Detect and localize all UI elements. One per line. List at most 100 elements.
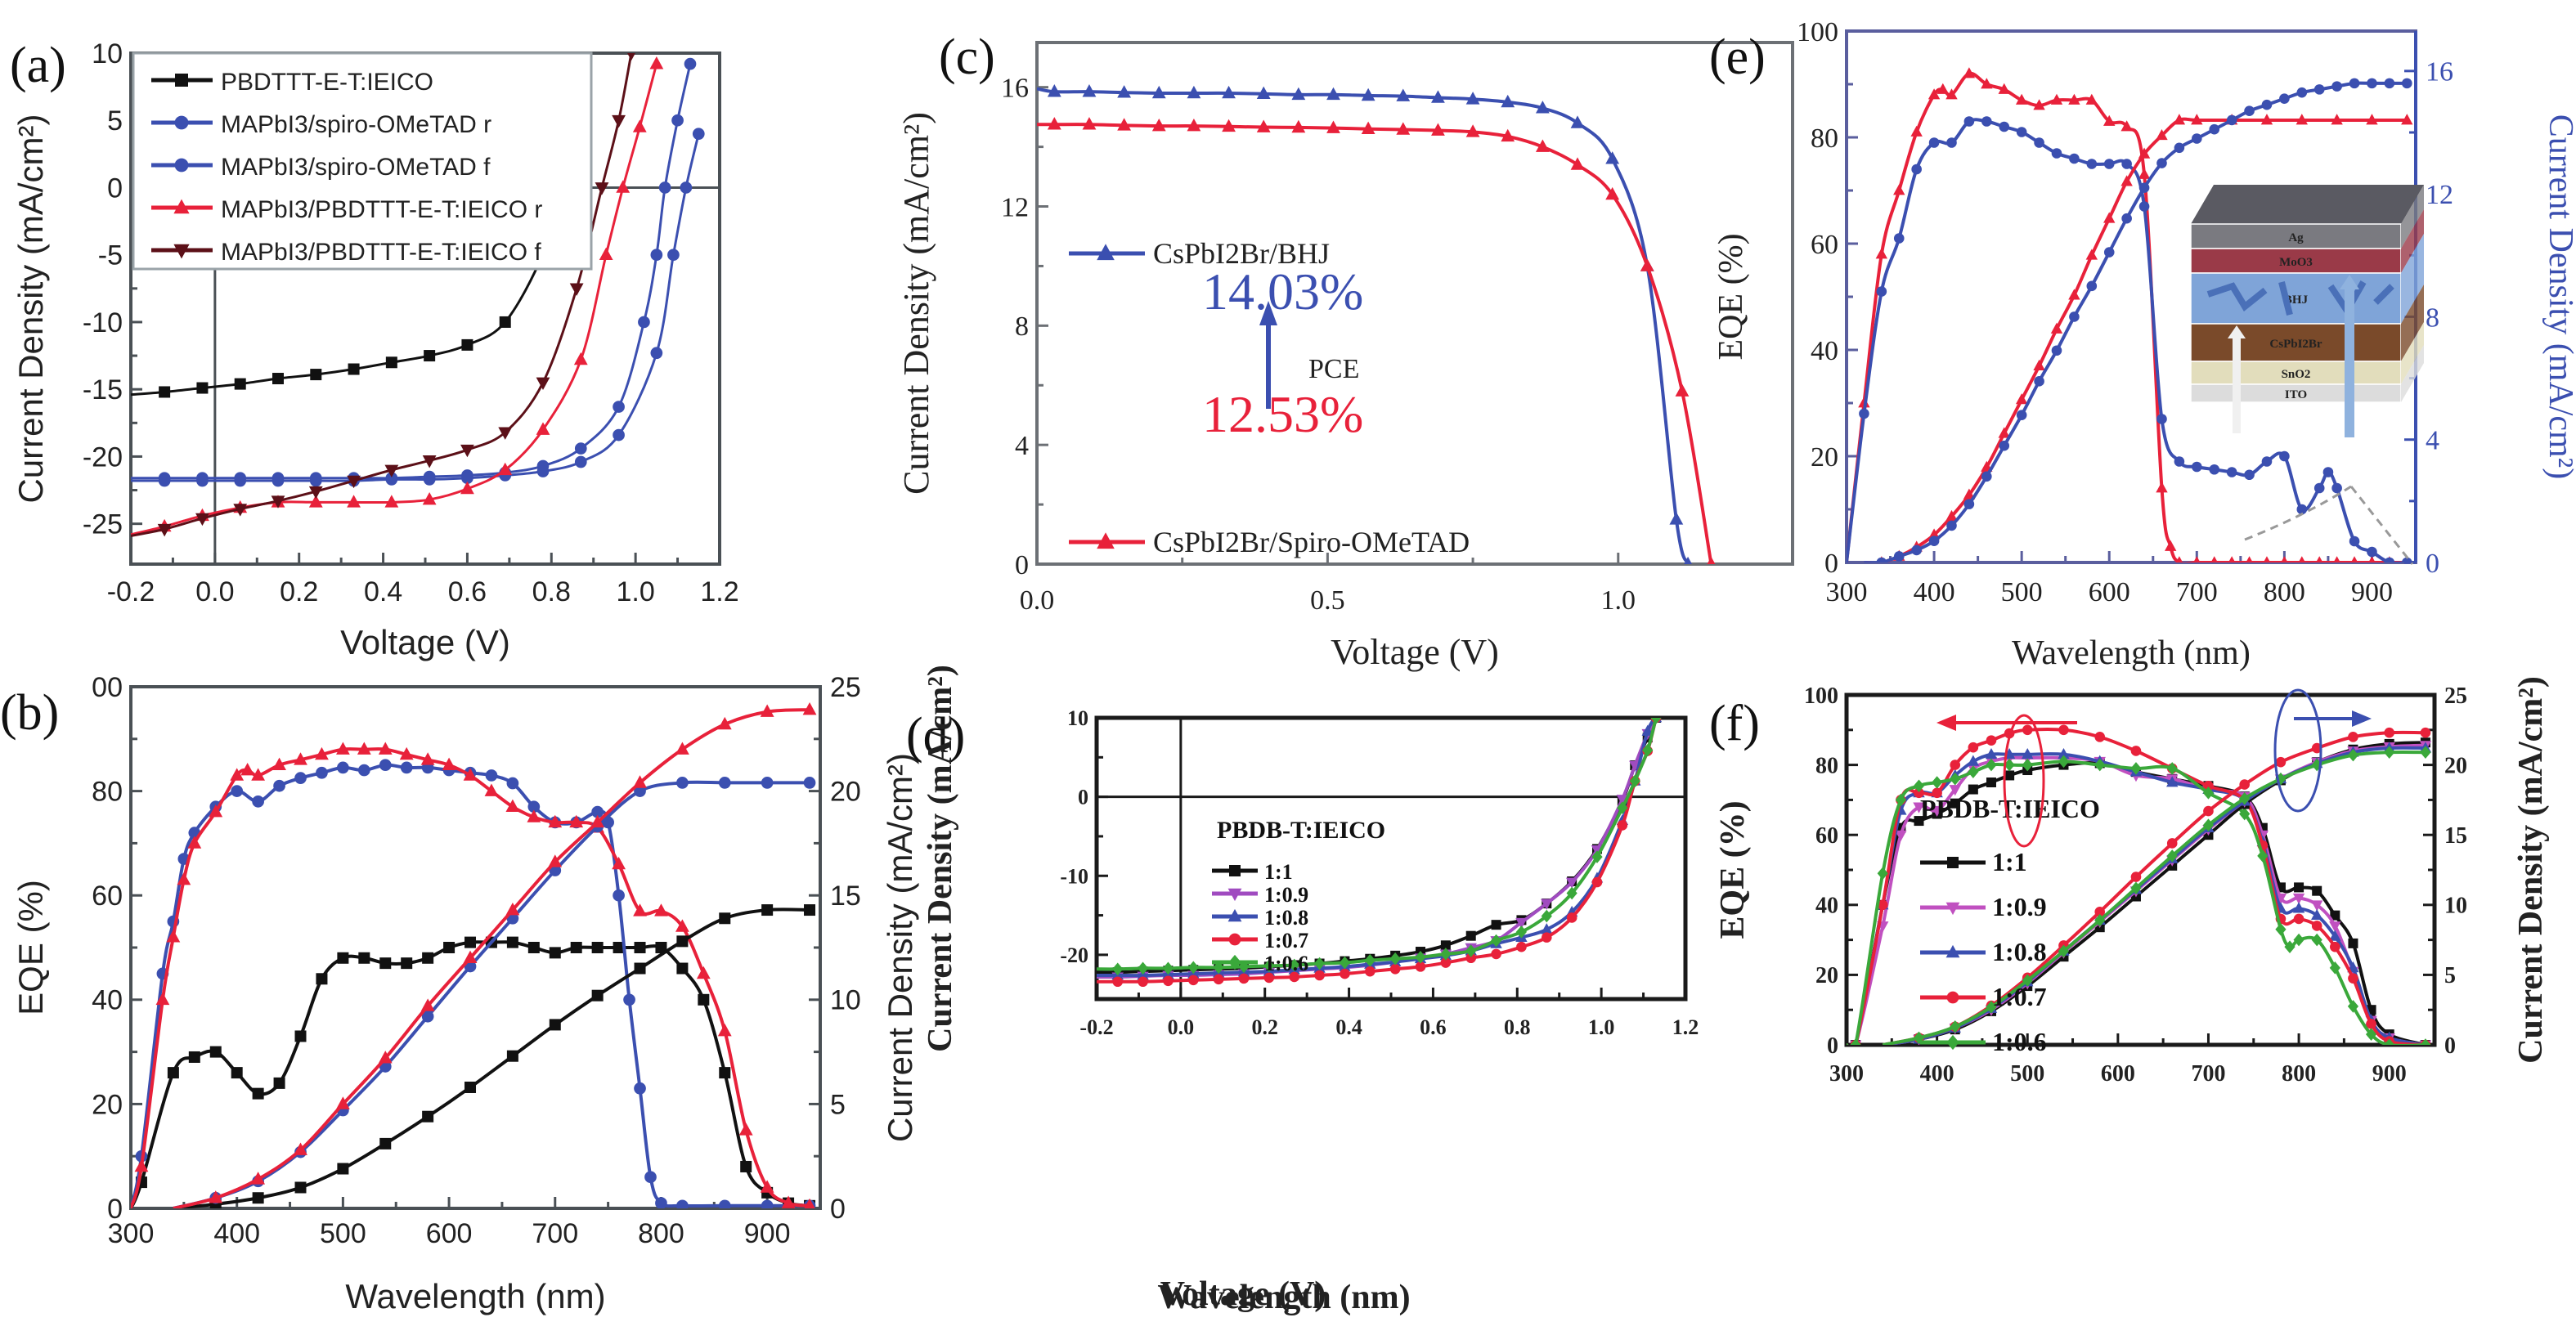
data-point [337,952,349,964]
data-point [1491,948,1501,960]
data-point [335,742,350,755]
data-point [718,777,731,789]
data-point [1877,899,1888,911]
data-point [1963,67,1976,78]
data-point [569,814,584,828]
data-point [420,998,435,1011]
series-group [1847,724,2432,1045]
data-point [234,474,247,487]
x-tick-label: 0.6 [448,576,487,607]
y-tick-label: 0 [1824,549,1838,579]
legend-marker [1097,244,1115,261]
data-point [1313,957,1326,970]
data-point [2051,345,2062,356]
data-point [230,768,245,781]
light-arrow-white-shaft [2233,335,2241,433]
data-point [655,1197,667,1208]
y-tick-label: 100 [1804,683,1838,709]
data-point [2121,159,2132,169]
data-point [2209,464,2220,475]
data-point [1291,119,1306,133]
data-point [2103,212,2116,223]
data-point [1187,961,1199,975]
x-tick-label: -0.2 [107,576,155,607]
data-point [1893,551,1905,562]
data-point [335,1096,350,1109]
x-tick-label: 800 [638,1218,684,1249]
data-point [384,464,399,477]
data-point [461,472,473,485]
data-point [684,57,697,70]
bhj-domains [2206,280,2394,317]
data-point [650,347,663,360]
data-point [1616,795,1629,806]
y-right-tick-label: 20 [2444,753,2467,778]
data-point [802,701,817,715]
data-point [2004,758,2015,772]
x-tick-label: 900 [744,1218,791,1249]
x-tick-label: 400 [213,1218,260,1249]
data-point [804,904,816,916]
legend-label: 1:0.9 [1992,892,2047,921]
data-point [252,1087,264,1100]
data-point [2015,93,2028,105]
data-point [2279,93,2290,104]
data-point [461,338,473,351]
data-point [2022,758,2033,772]
series-line-1-0-6 [1847,760,2426,1045]
x-tick-label: 700 [532,1218,578,1249]
data-point [1981,78,1993,89]
data-point [1707,556,1716,564]
chart-panel-c: (c) 0.0 0.5 1.0 0 4 8 12 16 Voltage (V) Current De… [896,29,1794,672]
y-tick-label: 80 [92,777,123,808]
data-point [442,757,456,770]
data-point [1876,286,1887,297]
series-group [131,53,705,537]
data-point [1617,820,1628,831]
legend-label: CsPbI2Br/BHJ [1153,237,1330,270]
y-tick-label: -25 [83,509,123,540]
data-point [1047,84,1061,97]
data-point [1289,958,1300,972]
y-right-axis-label: Current Density (mA/cm²) [2512,676,2550,1064]
data-point [638,316,650,329]
data-point [1151,85,1166,99]
y-tick-label: 80 [1815,753,1838,778]
data-point [2239,791,2251,805]
data-point [2263,556,2271,562]
x-tick-label: 400 [1920,1061,1954,1087]
data-point [2333,556,2340,562]
legend-label: 1:0.8 [1264,906,1308,930]
data-point [2192,133,2202,144]
y-axis-label: Current Density (mA/cm²) [11,114,50,503]
data-point [2284,940,2296,953]
data-point [272,757,286,770]
data-point [2004,770,2015,781]
data-point [569,283,584,296]
data-point [1541,932,1552,943]
data-point [2331,81,2342,92]
data-point [2130,881,2142,895]
data-point [2138,147,2151,159]
data-point [1501,128,1515,142]
stack-layer-side [2401,345,2424,402]
data-point [1998,83,2010,94]
data-point [2193,556,2201,562]
x-tick-label: 500 [320,1218,366,1249]
data-point [1465,92,1480,105]
data-point [1117,85,1132,98]
data-point [2034,137,2044,148]
data-point [1986,1000,1997,1014]
series-line-1-0-8-jsc [1882,746,2426,1045]
data-point [1535,139,1550,152]
data-point [1946,137,1957,148]
data-point [1465,930,1476,941]
chart-panel-e: (e) 300 400 500 600 700 800 900 0 20 40 60 80 100 0 4 8 1… [1709,17,2576,672]
dashed-guide [2244,485,2414,565]
data-point [195,513,209,527]
data-point [1501,94,1515,108]
data-point [1340,968,1350,979]
series-line-pbdttt-e-t-ieico-jsc [173,907,810,1208]
data-point [2311,742,2322,754]
data-point [2015,393,2028,405]
